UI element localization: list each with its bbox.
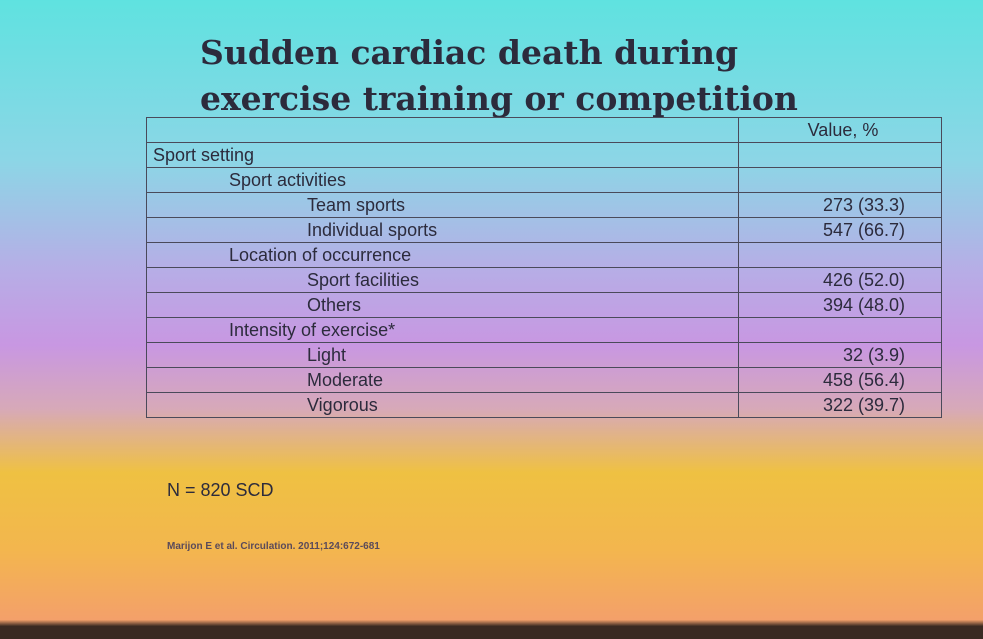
table-row: Intensity of exercise* bbox=[146, 317, 942, 343]
row-value: 322 (39.7) bbox=[738, 392, 942, 418]
table-row: Location of occurrence bbox=[146, 242, 942, 268]
table-row: Sport activities bbox=[146, 167, 942, 193]
row-label: Team sports bbox=[146, 192, 739, 218]
table-row: Team sports 273 (33.3) bbox=[146, 192, 942, 218]
row-value bbox=[738, 317, 942, 343]
row-value: 547 (66.7) bbox=[738, 217, 942, 243]
row-label: Intensity of exercise* bbox=[146, 317, 739, 343]
table-row: Sport setting bbox=[146, 142, 942, 168]
row-value: Value, % bbox=[738, 117, 942, 143]
title-line: Sudden cardiac death during bbox=[200, 33, 739, 72]
row-label: Individual sports bbox=[146, 217, 739, 243]
row-label: Vigorous bbox=[146, 392, 739, 418]
table-row: Value, % bbox=[146, 117, 942, 143]
slide-title: Sudden cardiac death during exercise trai… bbox=[200, 30, 798, 122]
row-label bbox=[146, 117, 739, 143]
row-label: Others bbox=[146, 292, 739, 318]
row-label: Moderate bbox=[146, 367, 739, 393]
row-value bbox=[738, 142, 942, 168]
row-label: Location of occurrence bbox=[146, 242, 739, 268]
row-label: Light bbox=[146, 342, 739, 368]
row-value bbox=[738, 242, 942, 268]
row-label: Sport activities bbox=[146, 167, 739, 193]
row-value bbox=[738, 167, 942, 193]
table-row: Moderate 458 (56.4) bbox=[146, 367, 942, 393]
table-row: Vigorous 322 (39.7) bbox=[146, 392, 942, 418]
row-label: Sport facilities bbox=[146, 267, 739, 293]
citation: Marijon E et al. Circulation. 2011;124:6… bbox=[167, 541, 380, 552]
row-value: 32 (3.9) bbox=[738, 342, 942, 368]
table-row: Light 32 (3.9) bbox=[146, 342, 942, 368]
row-value: 458 (56.4) bbox=[738, 367, 942, 393]
row-value: 426 (52.0) bbox=[738, 267, 942, 293]
table-row: Individual sports 547 (66.7) bbox=[146, 217, 942, 243]
row-value: 394 (48.0) bbox=[738, 292, 942, 318]
data-table: Value, % Sport setting Sport activities Tea… bbox=[146, 117, 942, 418]
title-line: exercise training or competition bbox=[200, 79, 798, 118]
row-value: 273 (33.3) bbox=[738, 192, 942, 218]
footnote: N = 820 SCD bbox=[167, 480, 274, 500]
row-label: Sport setting bbox=[146, 142, 739, 168]
table-row: Sport facilities 426 (52.0) bbox=[146, 267, 942, 293]
table-row: Others 394 (48.0) bbox=[146, 292, 942, 318]
